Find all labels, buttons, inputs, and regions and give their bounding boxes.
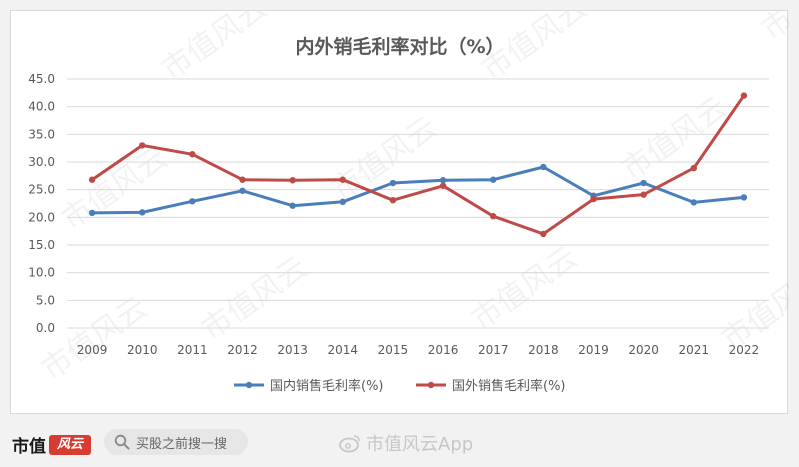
data-point-series-1: [139, 209, 146, 216]
legend-label: 国内销售毛利率(%): [270, 378, 384, 394]
data-point-series-2: [88, 176, 96, 183]
watermark-text: 市值风云: [56, 140, 174, 237]
line-chart: 市值风云市值风云市值风云市值风云市值风云市值风云市值风云市值风云市值风云市值风云…: [28, 11, 789, 394]
x-tick-label: 2009: [77, 343, 108, 357]
x-tick-label: 2018: [528, 343, 559, 357]
data-point-series-1: [740, 194, 748, 201]
y-tick-label: 35.0: [28, 127, 55, 141]
search-icon: [114, 434, 130, 450]
y-tick-label: 10.0: [28, 266, 55, 280]
watermark-text: 市值风云: [466, 240, 584, 337]
data-point-series-2: [139, 142, 146, 149]
watermark-text: 市值风云: [616, 90, 734, 187]
data-point-series-1: [289, 202, 296, 209]
watermark-text: 市值风云: [756, 11, 789, 48]
x-tick-label: 2019: [578, 343, 609, 357]
x-tick-label: 2016: [428, 343, 459, 357]
x-tick-label: 2014: [328, 343, 359, 357]
weibo-account[interactable]: 市值风云App: [338, 430, 473, 456]
data-point-series-1: [690, 199, 697, 206]
x-tick-label: 2022: [729, 343, 760, 357]
data-point-series-2: [239, 176, 246, 183]
data-point-series-2: [189, 151, 196, 158]
y-tick-label: 5.0: [36, 293, 55, 307]
data-point-series-1: [339, 198, 346, 206]
watermark-text: 市值风云: [156, 11, 274, 88]
data-point-series-1: [540, 163, 547, 171]
y-tick-label: 20.0: [28, 210, 55, 224]
data-point-series-1: [490, 176, 497, 183]
legend-label: 国外销售毛利率(%): [452, 378, 566, 394]
y-tick-label: 0.0: [36, 321, 55, 335]
search-pill[interactable]: 买股之前搜一搜: [104, 429, 248, 455]
data-point-series-2: [540, 230, 547, 238]
data-point-series-1: [189, 198, 196, 205]
x-tick-label: 2015: [378, 343, 409, 357]
x-tick-label: 2012: [227, 343, 258, 357]
series-line-2: [90, 94, 746, 236]
x-tick-label: 2010: [127, 343, 158, 357]
x-tick-label: 2020: [628, 343, 659, 357]
watermark-text: 市值风云: [326, 110, 444, 207]
y-tick-label: 15.0: [28, 238, 55, 252]
y-tick-label: 30.0: [28, 155, 55, 169]
weibo-icon: [339, 435, 360, 453]
x-tick-label: 2017: [478, 343, 509, 357]
y-tick-label: 25.0: [28, 183, 55, 197]
data-point-series-1: [439, 177, 447, 184]
data-point-series-2: [439, 182, 447, 189]
chart-card: 市值风云市值风云市值风云市值风云市值风云市值风云市值风云市值风云市值风云市值风云…: [10, 10, 789, 414]
data-point-series-2: [690, 164, 697, 172]
series-line-1: [90, 165, 746, 215]
data-point-series-2: [389, 196, 397, 204]
legend-swatch-marker: [427, 381, 435, 389]
brand-text: 市值: [12, 437, 46, 457]
data-point-series-1: [88, 209, 96, 217]
legend-swatch-marker: [245, 381, 253, 389]
x-tick-label: 2021: [679, 343, 710, 357]
data-point-series-2: [640, 191, 647, 198]
y-tick-label: 45.0: [28, 72, 55, 86]
chart-title: 内外销毛利率对比（%）: [295, 35, 504, 58]
x-tick-label: 2013: [277, 343, 308, 357]
data-point-series-2: [490, 213, 497, 220]
footer-bar: 市值 风云 买股之前搜一搜 市值风云App: [0, 420, 799, 467]
data-point-series-2: [289, 177, 296, 184]
data-point-series-1: [389, 179, 397, 187]
data-point-series-1: [239, 187, 246, 194]
brand-mark: 风云: [49, 434, 91, 455]
watermark-text: 市值风云: [196, 250, 314, 347]
data-point-series-2: [590, 195, 597, 203]
data-point-series-2: [339, 176, 346, 183]
search-text: 买股之前搜一搜: [136, 436, 228, 452]
brand-logo[interactable]: 市值 风云: [12, 432, 91, 457]
x-tick-label: 2011: [177, 343, 208, 357]
data-point-series-1: [640, 179, 647, 187]
y-tick-label: 40.0: [28, 100, 55, 114]
weibo-text: 市值风云App: [366, 434, 474, 455]
data-point-series-2: [740, 92, 748, 99]
